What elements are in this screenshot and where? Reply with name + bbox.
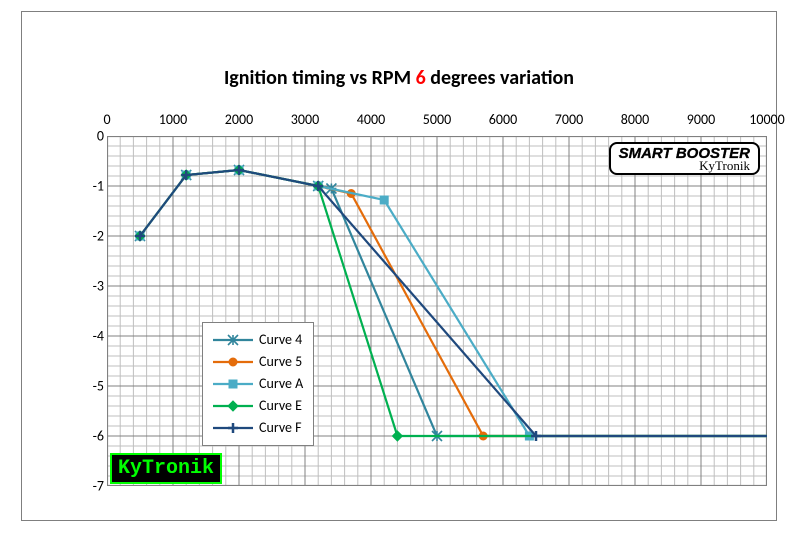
x-axis-labels: 0100020003000400050006000700080009000100…: [107, 111, 767, 131]
x-tick-label: 5000: [423, 111, 451, 128]
x-tick-label: 0: [103, 111, 110, 128]
title-highlight: 6: [416, 66, 426, 90]
title-suffix: degrees variation: [426, 66, 574, 90]
legend: Curve 4Curve 5Curve ACurve ECurve F: [202, 322, 314, 446]
smartbooster-logo: SMART BOOSTER KyTronik: [609, 142, 760, 175]
y-tick-label: -2: [93, 228, 104, 245]
x-tick-label: 8000: [621, 111, 649, 128]
x-tick-label: 2000: [225, 111, 253, 128]
legend-label: Curve E: [259, 395, 302, 417]
legend-item: Curve F: [213, 417, 303, 439]
kytronik-logo-text: KyTronik: [118, 457, 214, 480]
y-axis-labels: 0-1-2-3-4-5-6-7: [76, 136, 104, 486]
legend-label: Curve 5: [259, 351, 302, 373]
y-tick-label: -3: [93, 278, 104, 295]
x-tick-label: 10000: [749, 111, 784, 128]
legend-item: Curve E: [213, 395, 303, 417]
x-tick-label: 9000: [687, 111, 715, 128]
y-tick-label: -5: [93, 378, 104, 395]
legend-item: Curve 4: [213, 329, 303, 351]
x-tick-label: 7000: [555, 111, 583, 128]
chart-title: Ignition timing vs RPM 6 degrees variati…: [22, 66, 776, 90]
y-tick-label: 0: [97, 128, 104, 145]
legend-item: Curve 5: [213, 351, 303, 373]
x-tick-label: 1000: [159, 111, 187, 128]
x-tick-label: 6000: [489, 111, 517, 128]
legend-label: Curve 4: [259, 329, 302, 351]
chart-frame: Ignition timing vs RPM 6 degrees variati…: [21, 11, 777, 521]
legend-item: Curve A: [213, 373, 303, 395]
y-tick-label: -7: [93, 478, 104, 495]
y-tick-label: -1: [93, 178, 104, 195]
kytronik-logo: KyTronik: [110, 453, 222, 484]
y-tick-label: -6: [93, 428, 104, 445]
title-main: Ignition timing vs RPM: [224, 66, 416, 90]
x-tick-label: 3000: [291, 111, 319, 128]
x-tick-label: 4000: [357, 111, 385, 128]
legend-label: Curve F: [259, 417, 302, 439]
legend-label: Curve A: [259, 373, 303, 395]
y-tick-label: -4: [93, 328, 104, 345]
